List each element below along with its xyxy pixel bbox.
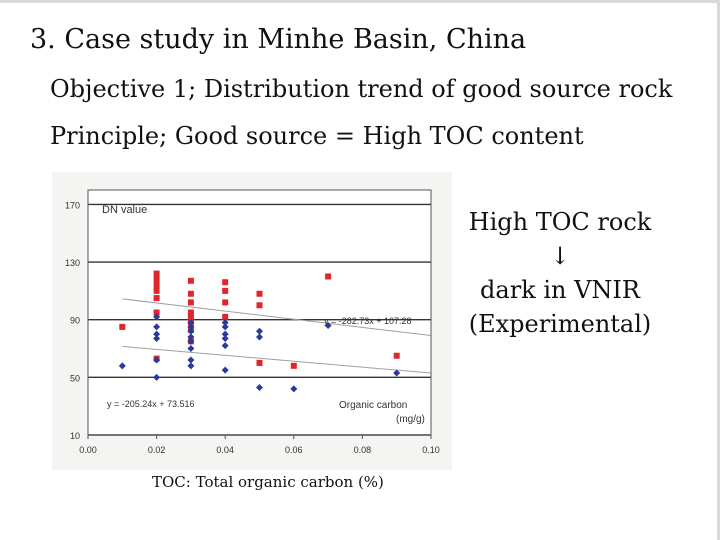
- data-point-blue: [187, 356, 195, 364]
- data-point-red: [187, 277, 194, 284]
- data-point-blue: [290, 385, 298, 393]
- data-point-blue: [187, 323, 195, 331]
- data-point-blue: [153, 334, 161, 342]
- data-point-red: [222, 313, 229, 320]
- data-point-blue: [153, 373, 161, 381]
- data-point-red: [153, 276, 160, 283]
- x-axis-label-line1: Organic carbon: [339, 400, 407, 411]
- data-point-red: [187, 313, 194, 320]
- data-point-red: [153, 282, 160, 289]
- data-point-blue: [221, 334, 229, 342]
- data-point-red: [187, 290, 194, 297]
- data-point-red: [187, 299, 194, 306]
- data-point-blue: [153, 330, 161, 338]
- x-tick-label: 0.04: [216, 445, 234, 455]
- data-point-red: [256, 302, 263, 309]
- slide-title: 3. Case study in Minhe Basin, China: [30, 24, 527, 55]
- x-tick-label: 0.08: [354, 445, 372, 455]
- trendline: [122, 345, 432, 374]
- tick-layer: 170 130 90 50 10 0.00 0.02 0.04 0.06 0.08 0.10: [65, 200, 440, 455]
- data-point-blue: [324, 321, 332, 329]
- side-note-line-1: High TOC rock: [468, 208, 652, 236]
- principle-text: Principle; Good source = High TOC conten…: [50, 122, 584, 150]
- data-point-red: [325, 273, 332, 280]
- scatter-plot: 170 130 90 50 10 0.00 0.02 0.04 0.06 0.08 0.10 DN …: [52, 172, 452, 470]
- y-tick-label: 170: [65, 200, 80, 210]
- y-tick-label: 10: [70, 431, 80, 441]
- data-point-blue: [187, 362, 195, 370]
- side-note-line-3: (Experimental): [468, 310, 652, 338]
- data-point-red: [222, 299, 229, 306]
- data-point-blue: [221, 319, 229, 327]
- data-point-blue: [153, 323, 161, 331]
- data-point-red: [222, 279, 229, 286]
- data-point-blue: [187, 337, 195, 345]
- down-arrow-icon: ↓: [549, 242, 571, 270]
- side-note-line-2: dark in VNIR: [480, 276, 640, 304]
- data-point-blue: [187, 319, 195, 327]
- data-point-blue: [221, 366, 229, 374]
- y-tick-label: 90: [70, 316, 80, 326]
- trendline-label-upper: y = -282.73x + 107.28: [324, 316, 412, 326]
- y-tick-label: 50: [70, 373, 80, 383]
- data-point-blue: [153, 313, 161, 321]
- trendline-label-lower: y = -205.24x + 73.516: [107, 399, 195, 409]
- plot-area-border: [87, 189, 432, 436]
- x-axis-label-line2: (mg/g): [396, 414, 425, 425]
- x-tick-label: 0.02: [148, 445, 166, 455]
- data-point-red: [256, 359, 263, 366]
- trendline: [122, 298, 432, 337]
- data-point-blue: [187, 327, 195, 335]
- side-note: High TOC rock ↓ dark in VNIR (Experiment…: [455, 205, 665, 341]
- data-point-blue: [256, 383, 263, 391]
- data-point-red: [290, 362, 297, 369]
- data-point-red: [153, 295, 160, 302]
- x-tick-label: 0.06: [285, 445, 303, 455]
- data-point-blue: [256, 333, 263, 341]
- y-tick-label: 130: [65, 258, 80, 268]
- data-point-red: [256, 290, 263, 297]
- chart-title: DN value: [102, 204, 147, 216]
- data-point-red: [153, 270, 160, 277]
- data-point-blue: [221, 342, 229, 350]
- data-point-red: [187, 309, 194, 316]
- data-point-red: [119, 323, 126, 330]
- points-layer: [118, 270, 401, 393]
- x-tick-label: 0.00: [79, 445, 97, 455]
- data-point-blue: [256, 327, 263, 335]
- data-point-blue: [187, 345, 195, 353]
- data-point-blue: [153, 356, 161, 364]
- frame-line-right: [717, 0, 720, 540]
- data-point-blue: [187, 333, 195, 341]
- dn-vs-toc-chart: 170 130 90 50 10 0.00 0.02 0.04 0.06 0.08 0.10 DN …: [52, 172, 452, 470]
- data-point-blue: [393, 369, 401, 377]
- data-point-blue: [221, 323, 229, 331]
- chart-caption: TOC: Total organic carbon (%): [152, 473, 384, 491]
- data-point-blue: [118, 362, 126, 370]
- x-tick-label: 0.10: [422, 445, 440, 455]
- data-point-red: [222, 287, 229, 294]
- data-point-red: [393, 352, 400, 359]
- chart-plot-area: [88, 190, 431, 435]
- data-point-red: [153, 309, 160, 316]
- trend-layer: [122, 298, 432, 374]
- data-point-blue: [221, 330, 229, 338]
- data-point-red: [153, 287, 160, 294]
- frame-line-top: [0, 0, 720, 3]
- objective-text: Objective 1; Distribution trend of good …: [50, 75, 673, 103]
